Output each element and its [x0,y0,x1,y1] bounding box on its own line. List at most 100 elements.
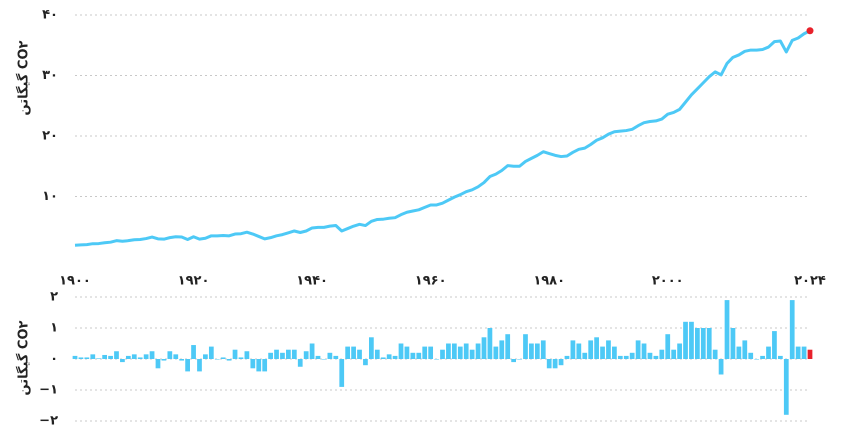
bar [114,351,119,359]
bar [374,349,380,359]
bar [220,357,226,359]
bar [303,351,309,359]
bar [291,349,297,359]
bar [422,346,428,359]
bar [754,359,760,360]
bar [772,331,777,359]
bar [576,343,582,359]
y-tick-label: ۴۰ [42,8,58,23]
bar [546,359,552,369]
bar [511,359,516,363]
bar [102,354,108,359]
bar [712,349,718,359]
bar [665,334,671,359]
bar [161,359,167,361]
bar [149,351,155,359]
bar [789,300,795,359]
bar [410,352,416,359]
x-tick-label: ۱۹۰۰ [59,274,91,289]
bar [125,355,131,359]
bar [647,352,653,359]
bar [612,346,617,359]
bar [517,359,522,360]
bar [173,354,179,359]
end-point [806,27,814,35]
bar [309,343,315,359]
bar [748,352,754,359]
bar [78,357,84,359]
bar [369,337,374,359]
bar [653,355,659,359]
y-tick-label: ۲۰ [42,129,58,144]
bar [457,346,463,359]
bar [315,355,321,359]
bar [481,337,487,359]
x-tick-label: ۲۰۰۰ [652,274,684,289]
bar [250,359,256,369]
y-tick-label: ۱۰ [42,189,58,204]
bar [718,359,724,375]
bar [203,354,208,359]
bar [351,346,356,359]
bar [244,351,250,359]
bar [404,346,410,359]
bar [683,321,688,359]
bar [131,354,137,359]
bar [191,345,196,359]
bar [155,359,161,369]
bar [582,352,588,359]
bar [286,349,291,359]
bar [766,346,771,359]
bar [386,354,392,359]
bar [440,349,445,359]
bar [588,340,594,359]
bar [529,343,534,359]
bar [327,352,333,359]
y-axis-title: گیگاتن CO۲ [16,320,32,395]
bar [677,343,682,359]
y-axis-title: گیگاتن CO۲ [16,40,32,115]
bar [179,359,185,361]
bar [108,355,113,359]
bar [232,349,238,359]
bar [659,349,665,359]
bar [197,359,202,372]
bar [226,359,232,361]
bar [807,349,813,359]
bar [72,355,78,359]
bar [795,346,801,359]
bar [214,359,220,360]
line [74,29,811,247]
bar [671,349,677,359]
bar [760,355,765,359]
bar [398,343,404,359]
x-tick-label: ۱۹۸۰ [533,274,565,289]
bar [534,343,540,359]
bar [392,355,398,359]
bar [357,349,362,359]
bar [695,328,700,359]
bar [143,354,149,359]
bar [558,359,564,366]
bar [641,343,647,359]
x-tick-label: ۲۰۲۴ [794,274,826,289]
bar [416,352,422,359]
bar [137,357,143,359]
bar [730,328,736,359]
bar [570,340,576,359]
bar [363,359,368,366]
bar [434,359,439,360]
bar [451,343,457,359]
bar [280,352,285,359]
bar [469,349,475,359]
bar [274,349,279,359]
y-tick-label: ۳۰ [42,68,58,83]
x-tick-label: ۱۹۴۰ [296,274,328,289]
bar [689,321,694,359]
bar [635,340,641,359]
bar [742,340,748,359]
bar [523,334,528,359]
bar [724,300,730,359]
bar [629,352,635,359]
